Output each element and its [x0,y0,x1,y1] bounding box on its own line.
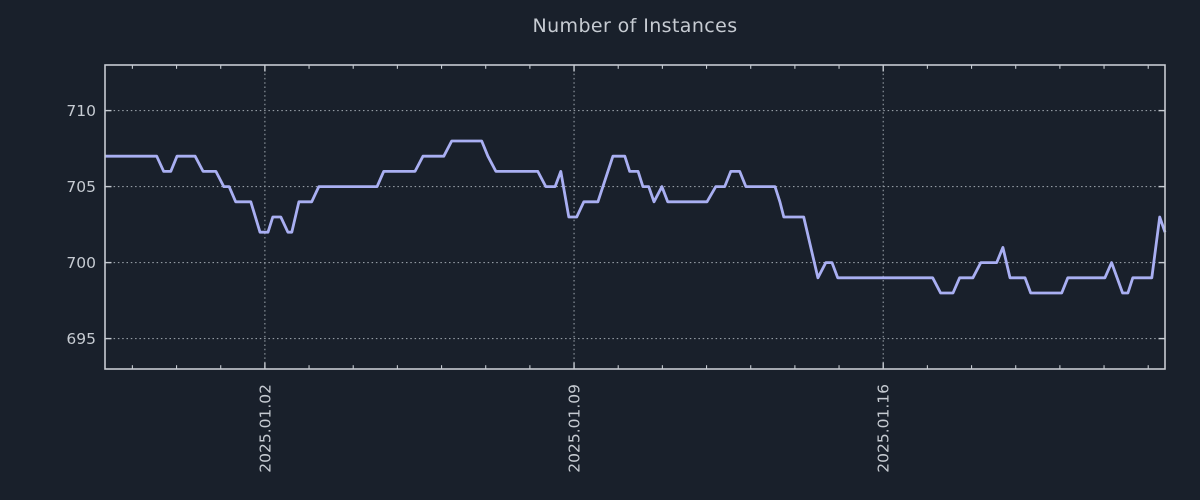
x-tick-label: 2025.01.16 [875,384,893,473]
y-axis-labels: 695 700 705 710 [66,102,96,348]
y-tick-label: 710 [66,102,96,120]
x-tick-label: 2025.01.09 [566,384,584,473]
x-tick-label: 2025.01.02 [256,384,274,473]
plot-frame [104,64,1166,370]
y-tick-label: 705 [66,178,96,196]
y-tick-label: 700 [66,254,96,272]
y-tick-label: 695 [66,330,96,348]
gridlines [105,65,1165,369]
data-line-instances [105,139,1167,295]
chart-title: Number of Instances [532,15,738,37]
x-axis-labels: 2025.01.02 2025.01.09 2025.01.16 [256,384,892,473]
axis-ticks [105,65,1165,369]
